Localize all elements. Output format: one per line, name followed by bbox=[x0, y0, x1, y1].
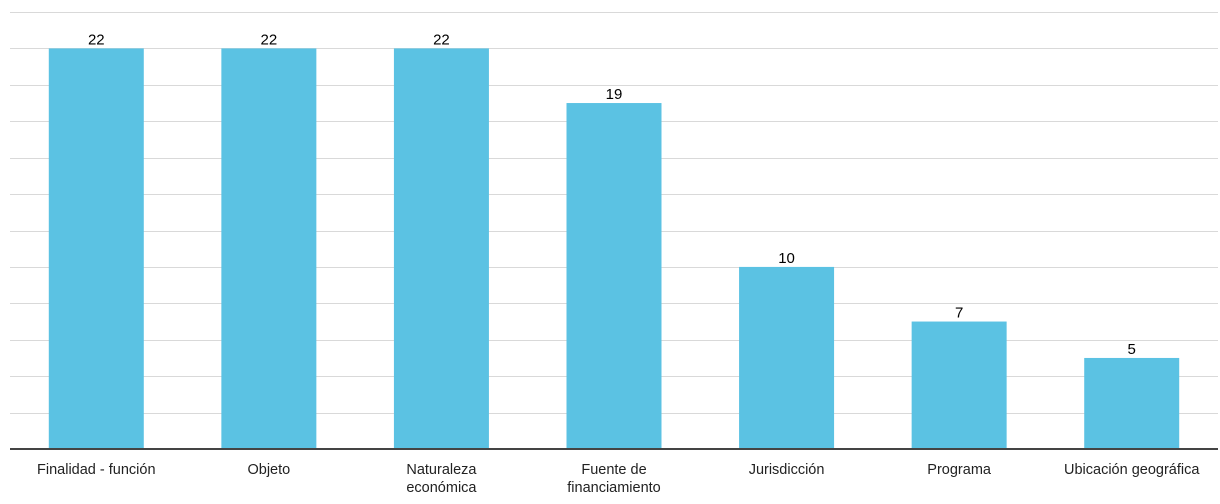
bar-value-label: 5 bbox=[1128, 341, 1136, 358]
bar bbox=[48, 48, 144, 450]
bar-value-label: 22 bbox=[88, 31, 105, 48]
bar bbox=[566, 103, 662, 450]
bar-value-label: 7 bbox=[955, 305, 963, 322]
x-tick-label: Objeto bbox=[247, 462, 290, 478]
bar bbox=[739, 266, 835, 449]
x-tick-label: financiamiento bbox=[567, 480, 661, 496]
x-tick-label: Programa bbox=[927, 462, 992, 478]
bar-value-label: 22 bbox=[261, 31, 278, 48]
bar bbox=[393, 48, 489, 450]
bar bbox=[221, 48, 317, 450]
bar bbox=[911, 321, 1007, 449]
bar-value-label: 10 bbox=[778, 250, 795, 267]
data-labels: 22 22 22 19 10 7 5 bbox=[88, 31, 1136, 358]
bar-value-label: 22 bbox=[433, 31, 450, 48]
bars bbox=[48, 48, 1180, 450]
bar-value-label: 19 bbox=[606, 86, 623, 103]
x-tick-label: Ubicación geográfica bbox=[1064, 462, 1200, 478]
x-tick-label: Finalidad - función bbox=[37, 462, 156, 478]
x-tick-label: económica bbox=[406, 480, 477, 496]
bar bbox=[1084, 357, 1180, 449]
x-tick-label: Fuente de bbox=[581, 462, 646, 478]
x-tick-label: Naturaleza bbox=[406, 462, 477, 478]
category-labels: Finalidad - función Objeto Naturaleza econó… bbox=[37, 462, 1200, 496]
x-tick-label: Jurisdicción bbox=[749, 462, 825, 478]
